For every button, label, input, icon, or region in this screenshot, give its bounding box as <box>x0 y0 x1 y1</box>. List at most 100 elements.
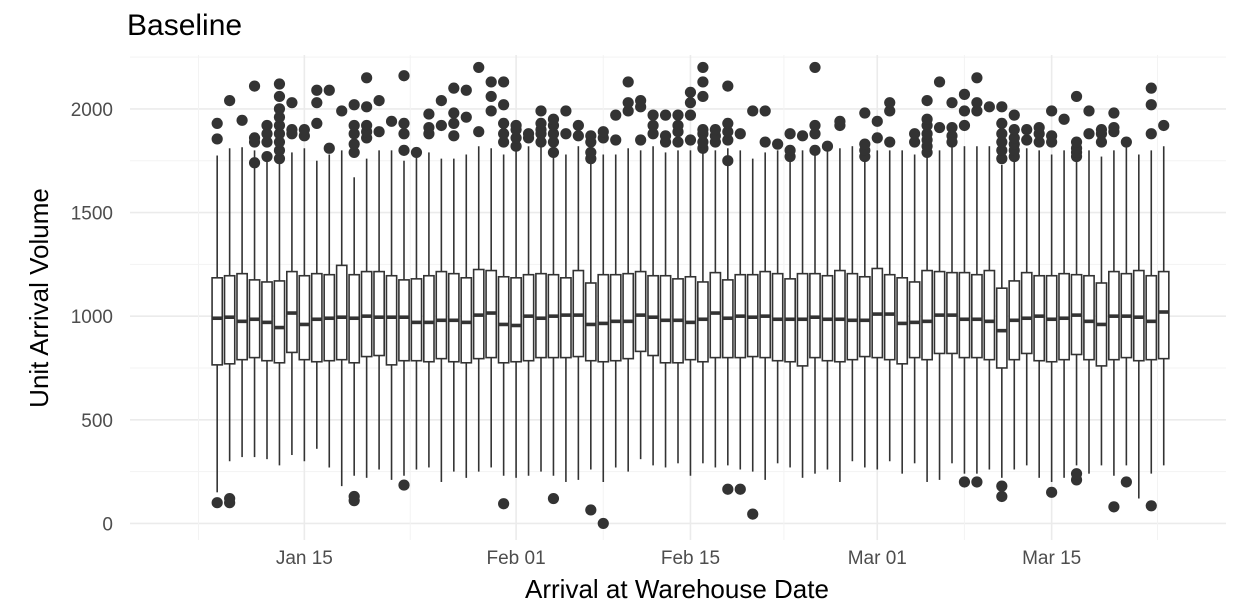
box <box>921 94 933 482</box>
outlier-point <box>435 119 447 132</box>
box <box>709 124 722 468</box>
box <box>522 128 535 476</box>
box-body <box>995 287 1008 369</box>
outlier-point <box>248 80 261 92</box>
box <box>946 97 958 464</box>
box <box>933 76 946 480</box>
box <box>286 97 298 456</box>
box-body <box>497 275 510 364</box>
box <box>697 61 709 464</box>
outlier-point <box>398 70 410 82</box>
y-tick-label: 500 <box>81 411 113 432</box>
outlier-point <box>809 144 821 156</box>
outlier-point <box>448 117 460 129</box>
outlier-point <box>473 126 485 138</box>
outlier-point <box>273 90 286 103</box>
box-body <box>460 277 473 364</box>
outlier-point <box>921 128 933 140</box>
outlier-point <box>734 483 746 495</box>
outlier-point <box>958 119 971 132</box>
outlier-point <box>622 97 634 109</box>
y-tick-label: 0 <box>102 514 113 535</box>
outlier-point <box>473 61 485 74</box>
box-body <box>435 270 448 360</box>
outlier-point <box>498 117 510 129</box>
outlier-point <box>211 117 223 129</box>
box <box>734 128 747 495</box>
box-body <box>560 277 572 359</box>
outlier-point <box>1120 136 1132 148</box>
outlier-point <box>311 117 323 129</box>
outlier-point <box>410 146 423 159</box>
box <box>584 130 597 516</box>
outlier-point <box>635 94 647 107</box>
outlier-point <box>448 107 460 119</box>
outlier-point <box>1108 501 1120 513</box>
outlier-point <box>809 119 821 132</box>
box-body <box>946 271 958 355</box>
box <box>485 76 498 468</box>
outlier-point <box>510 119 522 132</box>
outlier-point <box>498 136 510 148</box>
outlier-point <box>971 97 983 109</box>
outlier-point <box>1108 107 1120 119</box>
outlier-point <box>485 90 497 103</box>
y-tick-label: 1000 <box>71 307 113 328</box>
outlier-point <box>348 138 360 150</box>
x-tick-label: Jan 15 <box>276 548 333 569</box>
box <box>609 109 622 468</box>
outlier-point <box>572 130 584 142</box>
box-body <box>896 277 909 365</box>
outlier-point <box>448 82 460 94</box>
outlier-point <box>1145 500 1157 512</box>
outlier-point <box>585 130 597 142</box>
outlier-point <box>772 138 784 150</box>
boxes <box>211 61 1170 530</box>
outlier-point <box>722 155 734 167</box>
box <box>908 128 921 464</box>
box <box>759 105 772 480</box>
box <box>1045 105 1058 498</box>
box-body <box>584 282 597 362</box>
outlier-point <box>211 133 223 145</box>
outlier-point <box>1070 136 1083 148</box>
outlier-point <box>224 94 236 107</box>
outlier-point <box>734 128 746 140</box>
x-tick-label: Mar 01 <box>848 548 907 569</box>
outlier-point <box>1070 90 1083 103</box>
box <box>597 126 610 530</box>
box <box>1095 124 1108 466</box>
outlier-point <box>261 150 273 163</box>
box-body <box>634 270 647 353</box>
box <box>883 97 896 462</box>
box-body <box>846 272 859 361</box>
box <box>634 94 647 460</box>
box-body <box>298 274 311 361</box>
box <box>248 80 261 458</box>
outlier-point <box>884 97 896 109</box>
outlier-point <box>909 128 921 140</box>
box-body <box>535 272 547 359</box>
outlier-point <box>1145 82 1157 94</box>
outlier-point <box>585 504 597 516</box>
outlier-point <box>684 86 697 98</box>
box <box>261 119 273 460</box>
outlier-point <box>398 117 410 129</box>
box <box>971 72 983 488</box>
outlier-point <box>224 492 236 505</box>
outlier-point <box>460 111 472 123</box>
box-body <box>510 277 522 363</box>
outlier-point <box>1046 105 1058 117</box>
box <box>323 84 336 468</box>
outlier-point <box>759 136 771 148</box>
outlier-point <box>1021 124 1033 136</box>
box <box>211 117 224 509</box>
outlier-point <box>1046 130 1058 142</box>
outlier-point <box>273 136 286 148</box>
outlier-point <box>273 78 286 90</box>
box <box>659 109 672 468</box>
outlier-point <box>610 134 622 146</box>
outlier-point <box>1008 109 1020 121</box>
outlier-point <box>946 121 958 134</box>
outlier-point <box>622 105 634 117</box>
